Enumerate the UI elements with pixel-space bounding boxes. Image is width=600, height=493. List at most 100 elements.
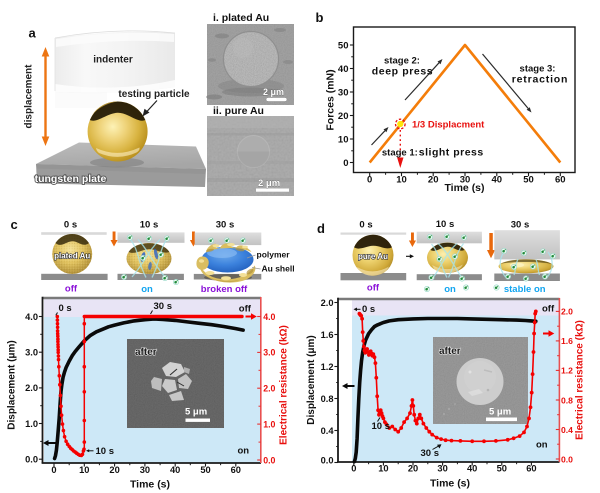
svg-text:Time (s): Time (s) (444, 182, 484, 194)
svg-text:30: 30 (140, 465, 150, 475)
svg-text:0: 0 (367, 175, 372, 186)
svg-text:c: c (11, 217, 18, 232)
svg-text:off: off (239, 304, 252, 315)
svg-text:4.0: 4.0 (25, 312, 38, 322)
svg-text:30: 30 (460, 175, 471, 186)
svg-text:retraction: retraction (512, 74, 568, 86)
svg-text:after: after (135, 347, 157, 358)
svg-text:0.4: 0.4 (561, 425, 573, 435)
svg-text:Displacement (μm): Displacement (μm) (306, 335, 317, 424)
svg-text:0 s: 0 s (359, 220, 372, 231)
svg-text:0: 0 (351, 464, 356, 474)
svg-text:1.6: 1.6 (321, 330, 334, 340)
svg-text:i. plated Au: i. plated Au (213, 12, 269, 24)
svg-text:Forces (mN): Forces (mN) (325, 69, 337, 130)
svg-text:broken off: broken off (201, 284, 248, 295)
svg-text:1.2: 1.2 (561, 366, 573, 376)
svg-text:2.0: 2.0 (25, 383, 38, 393)
svg-text:Electrical resistance (kΩ): Electrical resistance (kΩ) (279, 325, 290, 445)
svg-text:on: on (536, 440, 548, 451)
svg-text:0.0: 0.0 (321, 455, 334, 465)
svg-text:on: on (444, 284, 456, 295)
svg-text:50: 50 (523, 175, 534, 186)
svg-text:0: 0 (343, 158, 348, 169)
svg-text:tungsten plate: tungsten plate (35, 173, 107, 185)
svg-text:50: 50 (497, 464, 507, 474)
svg-text:50: 50 (200, 465, 210, 475)
svg-text:testing particle: testing particle (118, 89, 190, 100)
svg-text:30: 30 (437, 464, 447, 474)
svg-text:30 s: 30 s (216, 220, 235, 231)
svg-text:60: 60 (526, 464, 536, 474)
svg-text:10: 10 (79, 465, 89, 475)
svg-text:on: on (141, 284, 153, 295)
svg-text:Time (s): Time (s) (430, 478, 470, 490)
svg-text:1/3 Displacment: 1/3 Displacment (412, 120, 485, 131)
svg-text:deep press: deep press (372, 65, 433, 77)
svg-text:displacement: displacement (24, 64, 35, 129)
svg-text:60: 60 (231, 465, 241, 475)
svg-text:2.0: 2.0 (561, 307, 573, 317)
svg-text:20: 20 (408, 464, 418, 474)
svg-text:stage 1:slight press: stage 1:slight press (382, 147, 484, 159)
svg-text:2.0: 2.0 (263, 384, 275, 394)
svg-text:ii. pure Au: ii. pure Au (213, 105, 264, 117)
svg-text:30 s: 30 s (511, 220, 530, 231)
svg-text:40: 40 (170, 465, 180, 475)
svg-text:30 s: 30 s (154, 301, 173, 312)
svg-text:30: 30 (338, 87, 349, 98)
svg-text:10: 10 (396, 175, 407, 186)
svg-text:10: 10 (338, 134, 349, 145)
svg-text:50: 50 (338, 40, 349, 51)
svg-text:1.6: 1.6 (561, 336, 573, 346)
svg-text:40: 40 (338, 64, 349, 75)
svg-text:60: 60 (555, 175, 566, 186)
svg-text:Displacement (μm): Displacement (μm) (7, 340, 18, 429)
svg-text:10 s: 10 s (140, 220, 159, 231)
svg-text:0.8: 0.8 (321, 394, 334, 404)
svg-text:0.0: 0.0 (25, 455, 38, 465)
svg-text:polymer: polymer (257, 250, 291, 260)
svg-text:off: off (65, 284, 78, 295)
svg-text:2.0: 2.0 (321, 298, 334, 308)
svg-text:0.0: 0.0 (263, 455, 275, 465)
svg-text:0 s: 0 s (59, 303, 72, 314)
svg-text:3.0: 3.0 (263, 348, 275, 358)
svg-text:5 μm: 5 μm (185, 407, 207, 418)
svg-text:40: 40 (467, 464, 477, 474)
svg-text:2 μm: 2 μm (258, 178, 280, 189)
svg-text:on: on (238, 446, 250, 457)
svg-text:5 μm: 5 μm (489, 407, 511, 418)
svg-text:0 s: 0 s (64, 220, 77, 231)
svg-text:0.8: 0.8 (561, 395, 573, 405)
svg-text:0.4: 0.4 (321, 426, 335, 436)
svg-text:off: off (542, 304, 555, 315)
svg-text:20: 20 (338, 111, 349, 122)
svg-text:0: 0 (51, 465, 56, 475)
svg-text:pure Au: pure Au (358, 252, 388, 261)
svg-text:3.0: 3.0 (25, 348, 38, 358)
svg-text:indenter: indenter (93, 55, 133, 66)
svg-text:after: after (439, 346, 461, 357)
svg-text:Time (s): Time (s) (130, 479, 170, 491)
svg-text:2 μm: 2 μm (263, 87, 284, 97)
svg-text:10 s: 10 s (436, 219, 455, 230)
svg-text:d: d (317, 221, 325, 236)
svg-text:1.0: 1.0 (263, 419, 275, 429)
svg-text:plated Au: plated Au (54, 252, 90, 261)
svg-text:10: 10 (378, 464, 388, 474)
svg-text:Au shell: Au shell (262, 264, 295, 274)
svg-text:4.0: 4.0 (263, 312, 275, 322)
svg-text:0 s: 0 s (362, 304, 375, 315)
svg-text:40: 40 (492, 175, 503, 186)
svg-text:a: a (29, 26, 37, 41)
svg-text:10 s: 10 s (372, 421, 391, 432)
svg-text:20: 20 (109, 465, 119, 475)
svg-text:stage 2:: stage 2: (384, 56, 420, 67)
svg-text:1.0: 1.0 (25, 419, 38, 429)
svg-text:0.0: 0.0 (561, 454, 573, 464)
svg-text:b: b (316, 10, 324, 25)
svg-text:Electrical resistance (kΩ): Electrical resistance (kΩ) (575, 320, 586, 440)
svg-text:30 s: 30 s (421, 448, 440, 459)
svg-text:20: 20 (428, 175, 439, 186)
